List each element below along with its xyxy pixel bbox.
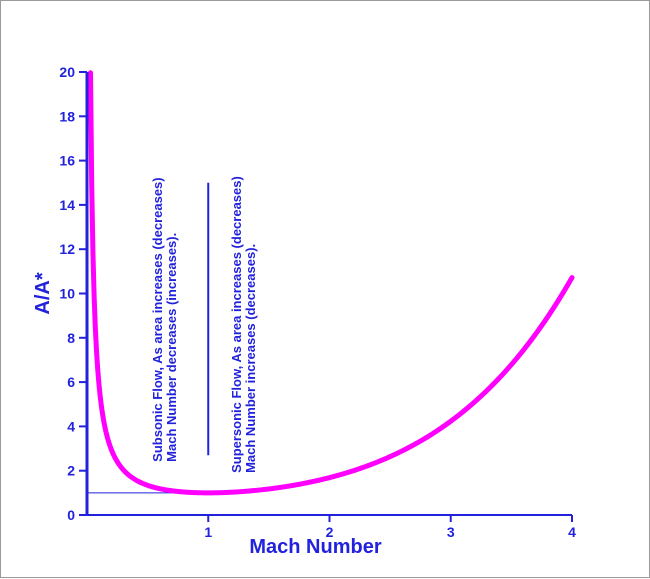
annotation-subsonic-line-2: Mach Number decreases (increases). bbox=[164, 233, 179, 462]
y-tick-label-12: 12 bbox=[59, 241, 75, 257]
y-tick-label-6: 6 bbox=[67, 374, 75, 390]
y-tick-label-16: 16 bbox=[59, 153, 75, 169]
y-tick-label-8: 8 bbox=[67, 330, 75, 346]
annotation-supersonic-line-2: Mach Number increases (decreases). bbox=[243, 244, 258, 473]
annotation-supersonic-line-1: Supersonic Flow, As area increases (decr… bbox=[229, 176, 244, 473]
y-tick-label-4: 4 bbox=[67, 418, 75, 434]
reference-lines bbox=[87, 182, 210, 494]
y-tick-label-14: 14 bbox=[59, 197, 75, 213]
y-axis-title: A/A* bbox=[32, 272, 54, 314]
annotations: Subsonic Flow, As area increases (decrea… bbox=[150, 176, 258, 473]
y-tick-label-10: 10 bbox=[59, 286, 75, 302]
y-tick-label-0: 0 bbox=[67, 507, 75, 523]
annotation-subsonic-line-1: Subsonic Flow, As area increases (decrea… bbox=[150, 177, 165, 461]
x-tick-label-4: 4 bbox=[568, 524, 576, 540]
annotation-supersonic: Supersonic Flow, As area increases (decr… bbox=[229, 176, 258, 473]
annotation-subsonic: Subsonic Flow, As area increases (decrea… bbox=[150, 177, 179, 461]
curve-layer bbox=[88, 70, 575, 496]
x-tick-label-3: 3 bbox=[447, 524, 455, 540]
x-axis-title: Mach Number bbox=[249, 536, 381, 558]
y-tick-label-18: 18 bbox=[59, 108, 75, 124]
series-line bbox=[88, 70, 575, 496]
x-tick-label-2: 2 bbox=[326, 524, 334, 540]
tick-marks bbox=[79, 71, 573, 522]
y-tick-label-2: 2 bbox=[67, 463, 75, 479]
x-tick-label-1: 1 bbox=[204, 524, 212, 540]
y-tick-label-20: 20 bbox=[59, 64, 75, 80]
